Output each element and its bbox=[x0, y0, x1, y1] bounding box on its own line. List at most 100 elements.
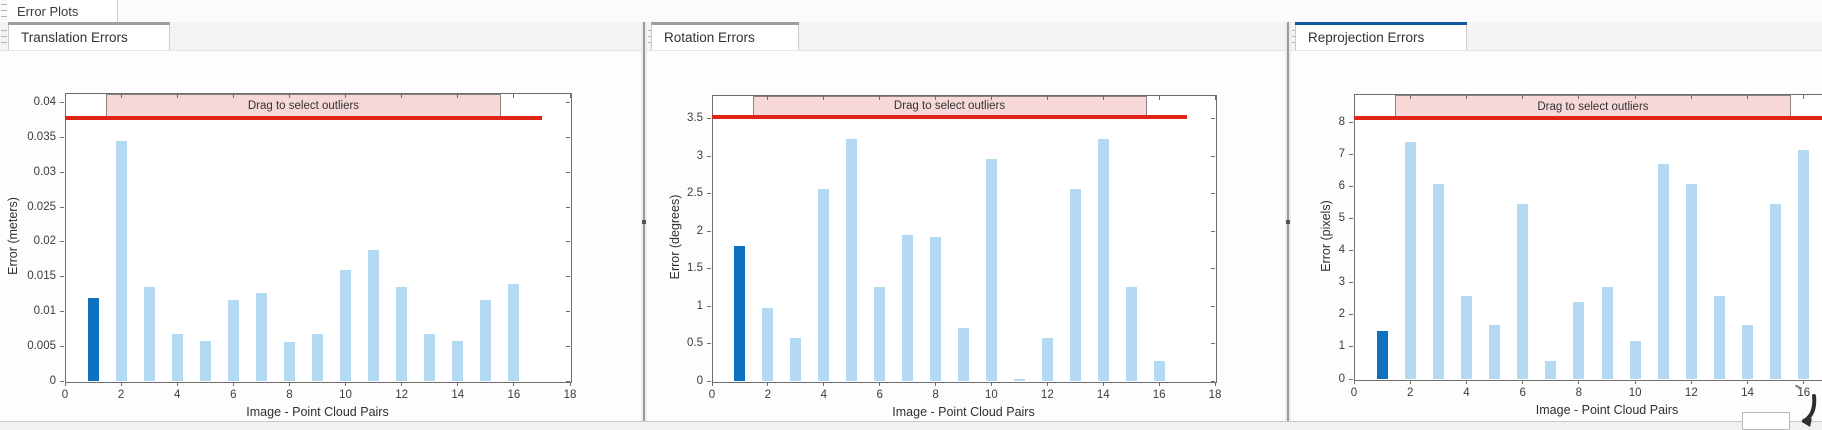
y-tick-label: 0.5 bbox=[687, 337, 703, 350]
y-tick-right bbox=[566, 241, 570, 243]
y-tick-right bbox=[1211, 193, 1215, 195]
x-tick-label: 4 bbox=[1463, 387, 1470, 399]
bar[interactable] bbox=[1742, 324, 1754, 379]
y-tick bbox=[1349, 186, 1353, 188]
bar[interactable] bbox=[846, 139, 858, 381]
bar[interactable] bbox=[874, 287, 886, 381]
bar[interactable] bbox=[1545, 361, 1557, 379]
x-tick-label: 6 bbox=[1519, 387, 1526, 399]
drag-handle-icon[interactable] bbox=[1, 30, 7, 43]
x-tick-top bbox=[1578, 95, 1580, 99]
x-tick bbox=[1803, 380, 1805, 384]
y-tick-right bbox=[1211, 268, 1215, 270]
bar[interactable] bbox=[1770, 204, 1782, 379]
bar[interactable] bbox=[1125, 287, 1137, 381]
y-tick-label: 7 bbox=[1338, 148, 1345, 161]
bar[interactable] bbox=[283, 342, 295, 381]
y-tick bbox=[60, 171, 64, 173]
x-tick bbox=[1465, 380, 1467, 384]
bar[interactable] bbox=[340, 269, 352, 381]
selected-bar[interactable] bbox=[1376, 330, 1388, 379]
bar[interactable] bbox=[424, 334, 436, 381]
bar[interactable] bbox=[508, 283, 520, 381]
y-tick-label: 2 bbox=[1338, 308, 1345, 321]
x-tick bbox=[64, 382, 66, 386]
bar[interactable] bbox=[227, 300, 239, 381]
bar[interactable] bbox=[1573, 302, 1585, 379]
bar[interactable] bbox=[762, 307, 774, 381]
x-tick-top bbox=[1409, 95, 1411, 99]
x-tick bbox=[232, 382, 234, 386]
x-tick-label: 10 bbox=[339, 389, 352, 401]
selected-bar[interactable] bbox=[734, 246, 746, 381]
bar[interactable] bbox=[1460, 295, 1472, 379]
bar[interactable] bbox=[143, 287, 155, 381]
threshold-line[interactable] bbox=[1354, 116, 1822, 121]
x-tick-top bbox=[569, 94, 571, 98]
panel-splitter[interactable] bbox=[1285, 22, 1291, 430]
bar[interactable] bbox=[1013, 378, 1025, 381]
bar[interactable] bbox=[1069, 189, 1081, 381]
y-tick bbox=[60, 241, 64, 243]
x-tick-label: 16 bbox=[1797, 387, 1811, 399]
bar[interactable] bbox=[480, 300, 492, 381]
selected-bar[interactable] bbox=[87, 297, 99, 381]
bar[interactable] bbox=[1041, 338, 1053, 381]
bar[interactable] bbox=[115, 141, 127, 381]
tab-translation-errors[interactable]: Translation Errors bbox=[8, 22, 170, 50]
drag-handle-icon[interactable] bbox=[1, 4, 7, 17]
tab-reprojection-errors-label: Reprojection Errors bbox=[1308, 29, 1425, 45]
threshold-line[interactable] bbox=[712, 114, 1188, 119]
bar[interactable] bbox=[1517, 204, 1529, 379]
panel-reprojection-errors: Reprojection Errors Drag to select outli… bbox=[1291, 22, 1822, 430]
bar[interactable] bbox=[1601, 287, 1613, 379]
bar[interactable] bbox=[818, 189, 830, 381]
x-tick-label: 16 bbox=[507, 389, 521, 401]
bar[interactable] bbox=[1432, 183, 1444, 379]
snap-down-cursor-icon[interactable] bbox=[1790, 394, 1822, 430]
y-tick-label: 5 bbox=[1338, 212, 1345, 225]
bar[interactable] bbox=[396, 287, 408, 381]
x-tick bbox=[457, 382, 459, 386]
tab-rotation-errors[interactable]: Rotation Errors bbox=[651, 22, 799, 50]
outlier-selection-band[interactable]: Drag to select outliers bbox=[105, 94, 502, 119]
x-tick-top bbox=[879, 96, 881, 100]
threshold-line[interactable] bbox=[65, 116, 542, 121]
bar[interactable] bbox=[199, 340, 211, 381]
bar[interactable] bbox=[1657, 164, 1669, 379]
bar[interactable] bbox=[1097, 139, 1109, 381]
x-tick-top bbox=[64, 94, 66, 98]
bar[interactable] bbox=[1713, 295, 1725, 379]
y-tick-right bbox=[566, 276, 570, 278]
y-tick bbox=[707, 268, 711, 270]
x-tick-top bbox=[935, 96, 937, 100]
bar[interactable] bbox=[1489, 324, 1501, 379]
bar[interactable] bbox=[452, 340, 464, 381]
panel-splitter[interactable] bbox=[641, 22, 647, 430]
tab-reprojection-errors[interactable]: Reprojection Errors bbox=[1295, 22, 1467, 50]
y-tick-label: 1 bbox=[696, 299, 703, 312]
tab-translation-errors-label: Translation Errors bbox=[21, 29, 128, 45]
bar[interactable] bbox=[368, 250, 380, 381]
bar[interactable] bbox=[1629, 340, 1641, 379]
outlier-selection-band[interactable]: Drag to select outliers bbox=[752, 96, 1147, 117]
bar[interactable] bbox=[790, 338, 802, 381]
bar[interactable] bbox=[958, 327, 969, 381]
bar[interactable] bbox=[1685, 183, 1697, 379]
bar[interactable] bbox=[1404, 142, 1416, 379]
bar[interactable] bbox=[171, 334, 183, 381]
bar[interactable] bbox=[255, 293, 267, 381]
bar[interactable] bbox=[312, 334, 323, 381]
x-tick bbox=[935, 382, 937, 386]
x-tick bbox=[711, 382, 713, 386]
bar[interactable] bbox=[902, 235, 914, 381]
x-tick-label: 4 bbox=[820, 389, 827, 401]
bar[interactable] bbox=[1153, 360, 1165, 381]
x-tick-label: 12 bbox=[1684, 387, 1698, 399]
bar[interactable] bbox=[1798, 150, 1810, 379]
outlier-selection-band[interactable]: Drag to select outliers bbox=[1394, 95, 1792, 119]
bar[interactable] bbox=[930, 237, 942, 381]
document-tab-strip: Error Plots bbox=[0, 0, 1822, 23]
tab-error-plots[interactable]: Error Plots bbox=[8, 0, 118, 22]
bar[interactable] bbox=[985, 159, 997, 381]
